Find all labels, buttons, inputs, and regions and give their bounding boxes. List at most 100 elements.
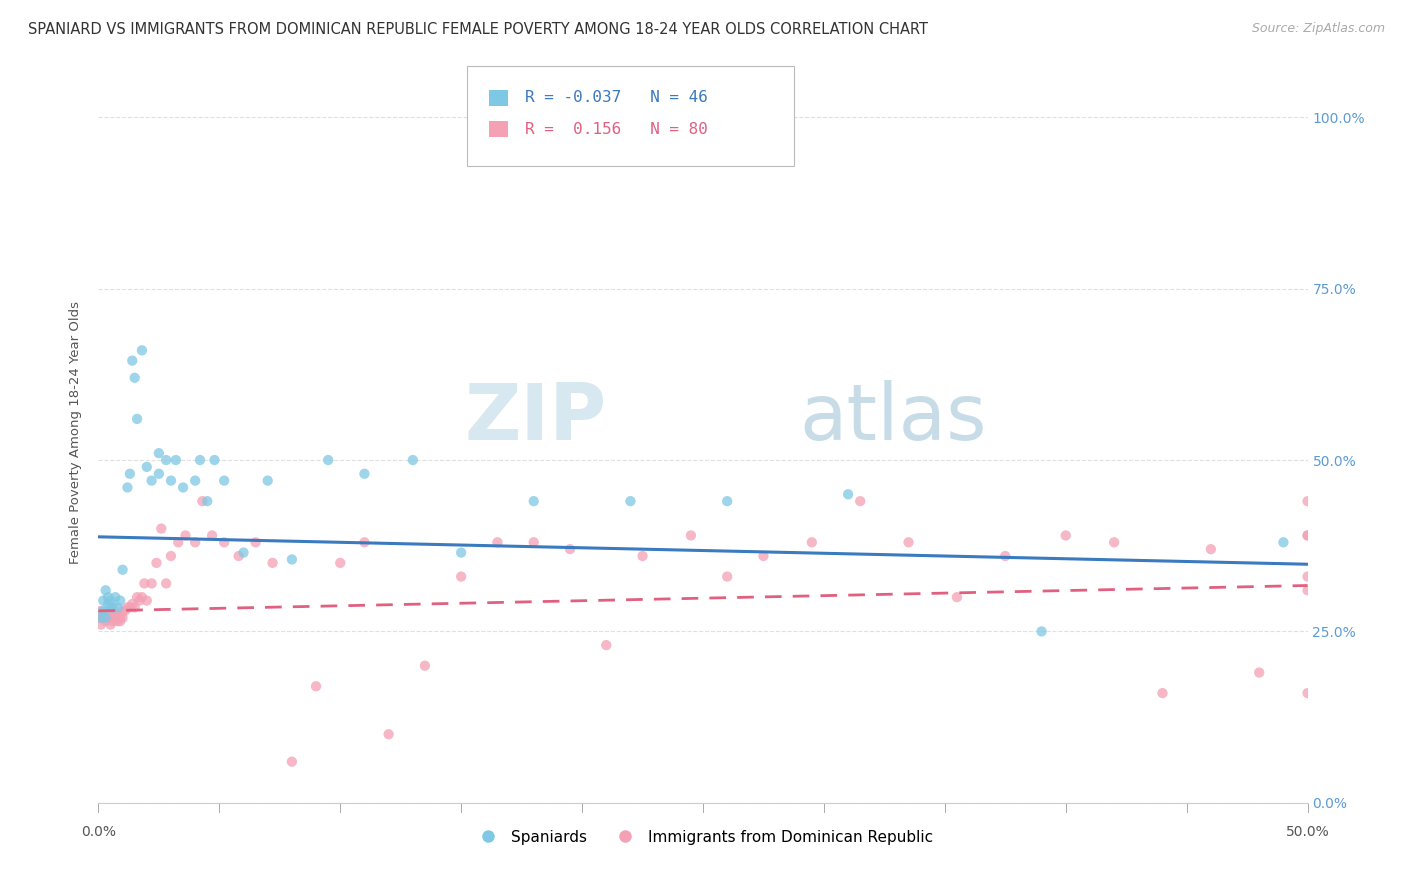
Point: [160, 474, 183, 488]
Point: [90, 610, 112, 624]
Point: [595, 638, 617, 652]
Point: [107, 600, 129, 615]
Point: [1272, 535, 1295, 549]
Point: [329, 556, 352, 570]
Point: [104, 610, 127, 624]
Point: [114, 604, 136, 618]
Point: [131, 343, 153, 358]
Point: [97, 590, 120, 604]
Text: Source: ZipAtlas.com: Source: ZipAtlas.com: [1251, 22, 1385, 36]
Point: [1102, 535, 1125, 549]
Point: [94, 610, 117, 624]
Point: [134, 576, 156, 591]
Point: [118, 467, 141, 481]
Point: [91, 610, 114, 624]
Point: [281, 755, 304, 769]
Point: [1152, 686, 1174, 700]
Point: [108, 610, 131, 624]
Point: [716, 494, 738, 508]
Point: [946, 590, 969, 604]
Point: [212, 535, 235, 549]
Point: [228, 549, 250, 563]
Point: [148, 446, 170, 460]
Point: [450, 545, 472, 559]
Point: [94, 583, 117, 598]
Point: [124, 600, 146, 615]
Text: 0.0%: 0.0%: [82, 825, 115, 839]
Point: [121, 597, 143, 611]
Point: [141, 474, 163, 488]
Point: [353, 535, 375, 549]
Point: [127, 412, 149, 426]
Point: [100, 593, 122, 607]
Point: [1296, 686, 1319, 700]
Point: [117, 480, 139, 494]
Point: [160, 549, 183, 563]
FancyBboxPatch shape: [489, 90, 508, 106]
Point: [486, 535, 509, 549]
Point: [100, 610, 122, 624]
Point: [402, 453, 425, 467]
Point: [450, 569, 472, 583]
Point: [262, 556, 284, 570]
Point: [101, 600, 124, 615]
Point: [523, 494, 546, 508]
Point: [1199, 542, 1222, 557]
Point: [897, 535, 920, 549]
Point: [377, 727, 399, 741]
Point: [127, 590, 149, 604]
Point: [91, 604, 114, 618]
Point: [716, 569, 738, 583]
Point: [108, 614, 131, 628]
Point: [150, 522, 173, 536]
Point: [800, 535, 823, 549]
Point: [107, 614, 129, 628]
Point: [90, 610, 112, 624]
Point: [104, 610, 127, 624]
Point: [94, 614, 117, 628]
Point: [523, 535, 546, 549]
Point: [155, 576, 177, 591]
Point: [631, 549, 654, 563]
Point: [1249, 665, 1271, 680]
Point: [108, 593, 131, 607]
Point: [148, 467, 170, 481]
Point: [201, 528, 224, 542]
Point: [141, 576, 163, 591]
Point: [155, 453, 177, 467]
Point: [100, 604, 122, 618]
Point: [1054, 528, 1077, 542]
Point: [1031, 624, 1053, 639]
Point: [104, 590, 127, 604]
Point: [413, 658, 436, 673]
Point: [165, 453, 187, 467]
Point: [128, 593, 150, 607]
Point: [91, 607, 114, 622]
Point: [195, 494, 218, 508]
Point: [117, 600, 139, 615]
Point: [111, 604, 134, 618]
Point: [353, 467, 375, 481]
Point: [91, 593, 114, 607]
Point: [1296, 528, 1319, 542]
Y-axis label: Female Poverty Among 18-24 Year Olds: Female Poverty Among 18-24 Year Olds: [69, 301, 83, 564]
Text: SPANIARD VS IMMIGRANTS FROM DOMINICAN REPUBLIC FEMALE POVERTY AMONG 18-24 YEAR O: SPANIARD VS IMMIGRANTS FROM DOMINICAN RE…: [28, 22, 928, 37]
Point: [94, 607, 117, 622]
Point: [91, 610, 114, 624]
Point: [97, 610, 120, 624]
Point: [1296, 569, 1319, 583]
Point: [131, 590, 153, 604]
Legend: Spaniards, Immigrants from Dominican Republic: Spaniards, Immigrants from Dominican Rep…: [467, 823, 939, 851]
FancyBboxPatch shape: [489, 121, 508, 137]
Point: [1296, 583, 1319, 598]
Point: [135, 593, 157, 607]
Point: [245, 535, 267, 549]
Point: [101, 607, 124, 622]
Point: [111, 563, 134, 577]
Point: [145, 556, 167, 570]
Point: [994, 549, 1017, 563]
Text: 50.0%: 50.0%: [1285, 825, 1330, 839]
Text: R =  0.156   N = 80: R = 0.156 N = 80: [526, 121, 709, 136]
Point: [124, 371, 146, 385]
Point: [97, 607, 120, 622]
